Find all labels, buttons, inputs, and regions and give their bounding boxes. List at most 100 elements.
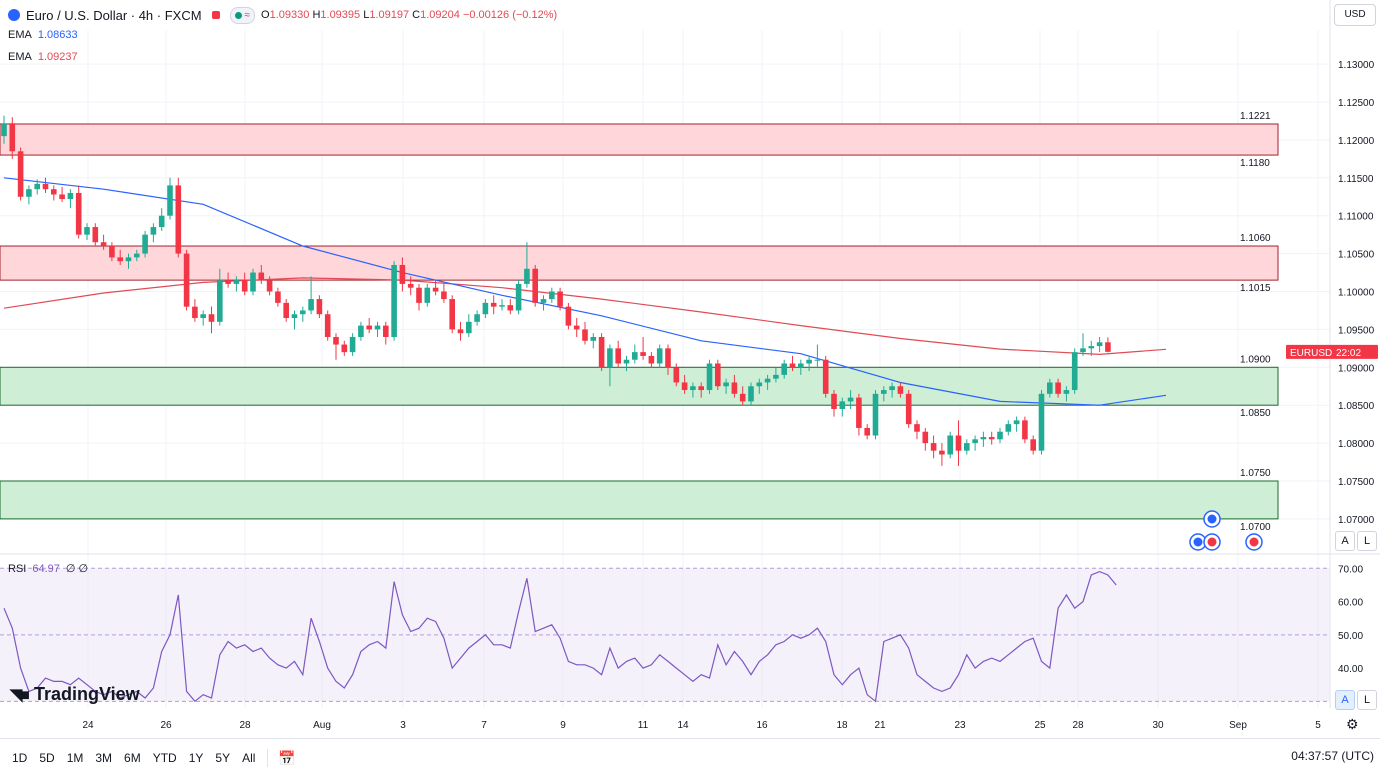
candle-body (690, 386, 696, 391)
candle-body (366, 325, 372, 330)
time-tick-label: 11 (638, 720, 649, 731)
candles (1, 115, 1111, 466)
candle (366, 318, 372, 334)
settings-gear-icon[interactable]: ⚙ (1346, 716, 1359, 732)
auto-scale-button[interactable]: A (1335, 531, 1355, 551)
candle-body (333, 336, 339, 345)
candle-body (424, 287, 431, 303)
candle (117, 249, 123, 265)
range-6m[interactable]: 6M (124, 751, 141, 765)
candle-body (756, 382, 763, 387)
us-flag-event-icon (1245, 533, 1263, 551)
candle-body (125, 257, 132, 262)
utc-clock[interactable]: 04:37:57 (UTC) (1291, 749, 1374, 763)
candle (590, 333, 597, 349)
candle-body (308, 299, 314, 311)
candle (748, 382, 754, 406)
candle (739, 386, 746, 406)
candle (192, 299, 198, 322)
support-zone (0, 366, 1279, 406)
candle (42, 177, 49, 193)
time-tick-label: 14 (677, 720, 689, 731)
range-3m[interactable]: 3M (95, 751, 113, 765)
candle (200, 310, 206, 326)
ema-fast-value: 1.08633 (37, 29, 78, 41)
price-tick-label: 1.12000 (1338, 136, 1375, 147)
price-tick-label: 1.08000 (1338, 439, 1375, 450)
candle-body (117, 257, 123, 262)
candle (266, 276, 273, 296)
candle (905, 390, 912, 428)
candle-body (507, 305, 514, 311)
rsi-auto-scale-button[interactable]: A (1335, 690, 1355, 710)
candle (283, 299, 289, 322)
candle (814, 344, 821, 368)
candle-body (706, 363, 713, 391)
candle-body (407, 283, 414, 288)
candle-body (607, 348, 613, 368)
symbol-title[interactable]: Euro / U.S. Dollar · 4h · FXCM (26, 7, 202, 23)
rsi-extra: ∅ ∅ (65, 563, 89, 575)
candle (690, 382, 696, 398)
candle-body (225, 280, 231, 284)
rsi-legend[interactable]: RSI 64.97 ∅ ∅ (8, 562, 88, 575)
rsi-line (3, 570, 1117, 703)
candle (150, 223, 157, 243)
range-1d[interactable]: 1D (12, 751, 28, 765)
ema-fast-legend[interactable]: EMA 1.08633 (8, 29, 78, 41)
candle (142, 230, 148, 258)
candle-body (947, 435, 953, 455)
candle (1013, 416, 1020, 432)
log-scale-button[interactable]: L (1357, 531, 1377, 551)
candle-body (881, 390, 887, 394)
rsi-name: RSI (8, 563, 27, 575)
range-5y[interactable]: 5Y (215, 751, 231, 765)
rsi-pane (0, 567, 1330, 703)
flag-icon[interactable] (211, 11, 220, 19)
toolbar-divider (267, 749, 269, 767)
candle (416, 283, 422, 311)
range-5d[interactable]: 5D (39, 751, 55, 765)
candle-body (51, 189, 57, 195)
candle (183, 249, 190, 311)
candle-body (822, 359, 829, 394)
range-all[interactable]: All (242, 751, 256, 765)
resistance-zone (0, 245, 1279, 281)
ema-slow-legend[interactable]: EMA 1.09237 (8, 51, 78, 63)
calendar-icon[interactable]: 📅 (278, 749, 296, 766)
candle (399, 257, 406, 292)
candle-body (499, 305, 505, 307)
candle-body (988, 437, 995, 440)
candle (897, 382, 904, 398)
ohlc-open: 1.09330 (269, 9, 310, 21)
candle (922, 427, 929, 451)
range-ytd[interactable]: YTD (152, 751, 177, 765)
indicator-pill[interactable]: ≈ (229, 6, 256, 24)
candle-body (955, 435, 962, 451)
candle-body (897, 386, 904, 394)
tradingview-logo[interactable]: ◥■ TradingView (10, 684, 140, 705)
time-tick-label: Sep (1229, 720, 1247, 731)
candle (988, 431, 995, 445)
candle (1063, 386, 1070, 402)
candle-body (17, 151, 24, 197)
candle-body (764, 378, 771, 383)
candle-body (914, 424, 920, 432)
symbol-icon[interactable] (8, 9, 20, 21)
candle-body (1022, 420, 1028, 440)
candle-body (864, 427, 870, 436)
candle-body (416, 287, 422, 303)
candle-body (922, 431, 929, 444)
range-1m[interactable]: 1M (66, 751, 84, 765)
candle (75, 185, 82, 239)
time-tick-label: 9 (560, 720, 566, 731)
candle-body (698, 386, 704, 391)
candle (250, 268, 256, 296)
chart-canvas[interactable]: 1.1221 1.1180 1.1060 1.1015 1.0900 1.0850 1.07… (0, 0, 1380, 738)
range-1y[interactable]: 1Y (188, 751, 204, 765)
currency-button[interactable]: USD (1334, 4, 1376, 26)
candle (549, 287, 555, 303)
candle-body (748, 386, 754, 402)
candle-body (814, 359, 821, 361)
rsi-log-scale-button[interactable]: L (1357, 690, 1377, 710)
